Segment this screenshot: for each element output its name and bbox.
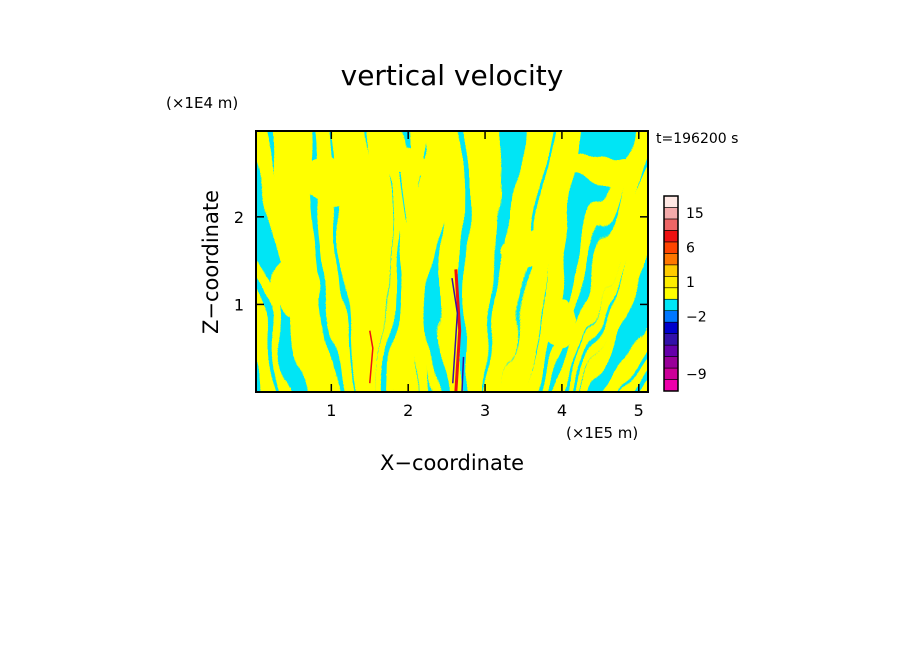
colorbar-frame: [663, 195, 679, 392]
time-label: t=196200 s: [656, 131, 738, 147]
colorbar-swatch: [663, 367, 679, 380]
colorbar: 15 6 1 −2 −9: [663, 195, 707, 392]
colorbar-swatch: [663, 298, 679, 312]
x-tick-label: 5: [634, 401, 644, 420]
contour-patch: [572, 159, 645, 188]
x-tick-label: 4: [557, 401, 567, 420]
y-tick-label: 2: [234, 208, 244, 227]
y-axis-label: Z−coordinate: [199, 190, 223, 334]
y-unit-label: (×1E4 m): [166, 94, 238, 112]
contour-band: [81, 101, 263, 422]
contour-band: [281, 131, 335, 392]
chart-title: vertical velocity: [341, 59, 564, 92]
contour-band: [639, 380, 648, 392]
colorbar-swatch: [663, 310, 679, 323]
colorbar-swatch: [663, 207, 679, 220]
colorbar-swatch: [663, 275, 679, 289]
colorbar-swatch: [663, 264, 679, 277]
colorbar-tick-label: 1: [686, 275, 695, 291]
x-axis: 1 2 3 4 5: [326, 131, 644, 420]
contour-band: [649, 101, 851, 422]
colorbar-swatch: [663, 379, 679, 392]
plume-line: [454, 269, 462, 392]
colorbar-tick-label: 15: [686, 206, 704, 222]
colorbar-tick-label: −9: [686, 367, 707, 383]
colorbar-swatch: [663, 356, 679, 369]
contour-band: [624, 354, 648, 392]
colorbar-swatch: [663, 333, 679, 346]
contour-band: [489, 131, 548, 392]
contour-patch: [378, 143, 439, 168]
colorbar-swatch: [663, 230, 679, 243]
plume-line: [369, 330, 374, 384]
plume-features: [369, 269, 465, 392]
colorbar-swatch: [663, 218, 679, 231]
contour-patch: [539, 295, 584, 348]
colorbar-swatch: [663, 241, 679, 254]
contour-patch: [501, 225, 562, 262]
colorbar-tick-label: −2: [686, 309, 707, 325]
x-tick-label: 3: [480, 401, 490, 420]
colorbar-swatch: [663, 287, 679, 300]
colorbar-swatch: [663, 195, 679, 208]
plume-line: [461, 356, 465, 392]
colorbar-tick-label: 6: [686, 241, 695, 257]
contour-band: [445, 131, 462, 392]
x-tick-label: 1: [326, 401, 336, 420]
contour-band: [471, 131, 503, 392]
colorbar-swatch: [663, 344, 679, 357]
contour-band: [366, 131, 390, 392]
contour-band: [395, 131, 429, 392]
plot-frame: [255, 130, 649, 393]
contour-band: [572, 177, 648, 392]
y-tick-label: 1: [234, 295, 244, 314]
contour-band: [379, 131, 420, 392]
contour-band: [415, 131, 436, 392]
contour-patch: [299, 159, 380, 204]
contour-field: [81, 101, 851, 422]
colorbar-swatch: [663, 321, 679, 334]
contour-band: [113, 101, 270, 422]
y-axis: 12: [234, 208, 648, 314]
plume-line: [451, 278, 459, 384]
contour-band: [613, 317, 648, 392]
x-axis-label: X−coordinate: [380, 451, 524, 475]
x-tick-label: 2: [403, 401, 413, 420]
contour-band: [557, 131, 648, 392]
plot-area: [81, 101, 851, 422]
contour-patch: [266, 256, 319, 317]
x-unit-label: (×1E5 m): [566, 424, 638, 442]
contour-band: [522, 131, 588, 392]
colorbar-swatch: [663, 253, 679, 266]
